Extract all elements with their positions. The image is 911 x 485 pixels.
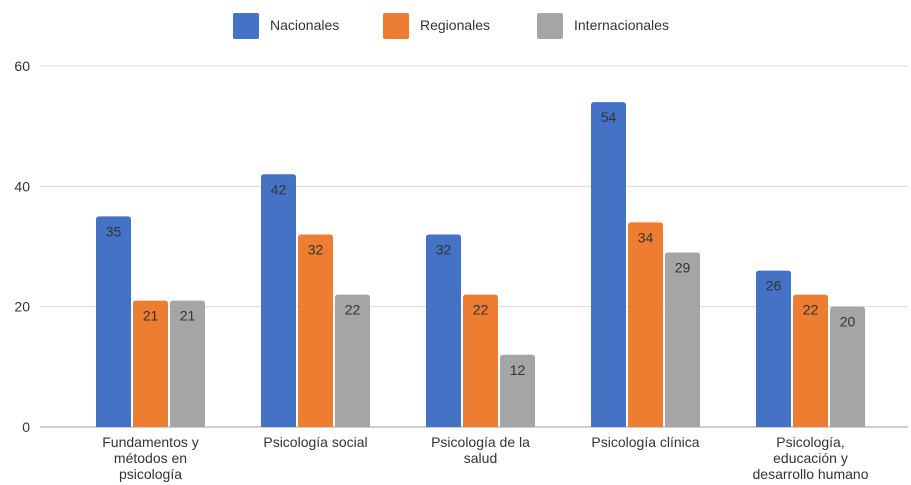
data-label: 22 — [473, 302, 489, 318]
x-tick-label: Fundamentos y métodos en psicología — [102, 434, 199, 482]
legend-label: Nacionales — [270, 17, 339, 33]
bars — [96, 102, 865, 427]
bar — [665, 252, 700, 427]
bar — [133, 300, 168, 427]
data-label: 35 — [106, 223, 122, 239]
legend-swatch — [233, 13, 259, 39]
bar — [628, 222, 663, 427]
bar — [830, 306, 865, 427]
bar — [170, 300, 205, 427]
legend: Nacionales Regionales Internacionales — [233, 13, 669, 39]
x-axis-labels: Fundamentos y métodos en psicología Psicolo… — [102, 434, 868, 482]
data-label: 54 — [601, 109, 617, 125]
data-label: 32 — [436, 241, 452, 257]
x-tick-label: Psicología de la salud — [431, 434, 530, 466]
x-tick-label: Psicología social — [263, 434, 367, 450]
data-label: 22 — [345, 302, 361, 318]
data-label: 21 — [143, 308, 159, 324]
y-tick-label: 60 — [14, 58, 30, 74]
legend-swatch — [537, 13, 563, 39]
y-tick-label: 40 — [14, 178, 30, 194]
bar — [261, 174, 296, 427]
bar — [463, 294, 498, 427]
y-tick-label: 20 — [14, 299, 30, 315]
legend-label: Regionales — [420, 17, 490, 33]
bar — [298, 234, 333, 427]
y-axis-ticks: 0 20 40 60 — [14, 58, 30, 435]
data-label: 12 — [510, 362, 526, 378]
y-tick-label: 0 — [22, 419, 30, 435]
legend-label: Internacionales — [574, 17, 669, 33]
legend-swatch — [383, 13, 409, 39]
x-tick-label: Psicología clínica — [591, 434, 699, 450]
bar — [335, 294, 370, 427]
data-label: 34 — [638, 229, 654, 245]
data-label: 32 — [308, 241, 324, 257]
bar — [756, 270, 791, 427]
value-labels: 35 21 21 42 32 22 32 22 12 54 34 29 26 22 20 — [106, 109, 856, 378]
bar — [793, 294, 828, 427]
bar — [426, 234, 461, 427]
bar — [500, 354, 535, 427]
data-label: 29 — [675, 260, 691, 276]
bar — [591, 102, 626, 427]
x-tick-label: Psicología, educación y desarrollo humano — [753, 434, 869, 482]
data-label: 22 — [803, 302, 819, 318]
data-label: 42 — [271, 181, 287, 197]
data-label: 20 — [840, 314, 856, 330]
bar — [96, 216, 131, 427]
data-label: 26 — [766, 278, 782, 294]
data-label: 21 — [180, 308, 196, 324]
